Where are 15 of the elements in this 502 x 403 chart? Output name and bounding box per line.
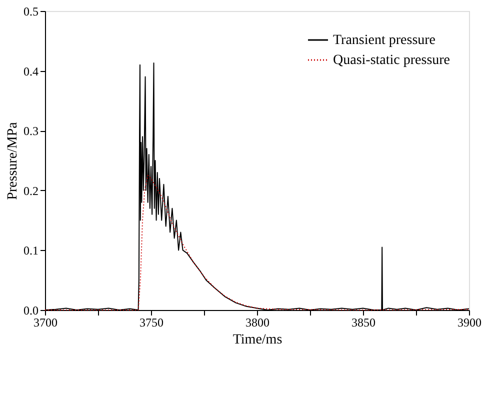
y-tick-label: 0.1 (24, 244, 38, 258)
x-tick-label: 3850 (352, 316, 376, 330)
y-tick-label: 0.5 (24, 4, 38, 18)
x-tick-label: 3700 (34, 316, 58, 330)
x-tick-label: 3800 (246, 316, 270, 330)
y-tick-label: 0.0 (24, 304, 38, 318)
y-tick-label: 0.4 (24, 64, 38, 78)
x-tick-label: 3900 (458, 316, 482, 330)
legend-label: Transient pressure (333, 33, 436, 48)
legend-label: Quasi-static pressure (333, 53, 450, 68)
y-tick-label: 0.2 (24, 184, 38, 198)
x-axis-title: Time/ms (232, 332, 282, 348)
x-tick-label: 3750 (140, 316, 164, 330)
y-axis-title: Pressure/MPa (6, 121, 20, 200)
y-tick-label: 0.3 (24, 124, 38, 138)
